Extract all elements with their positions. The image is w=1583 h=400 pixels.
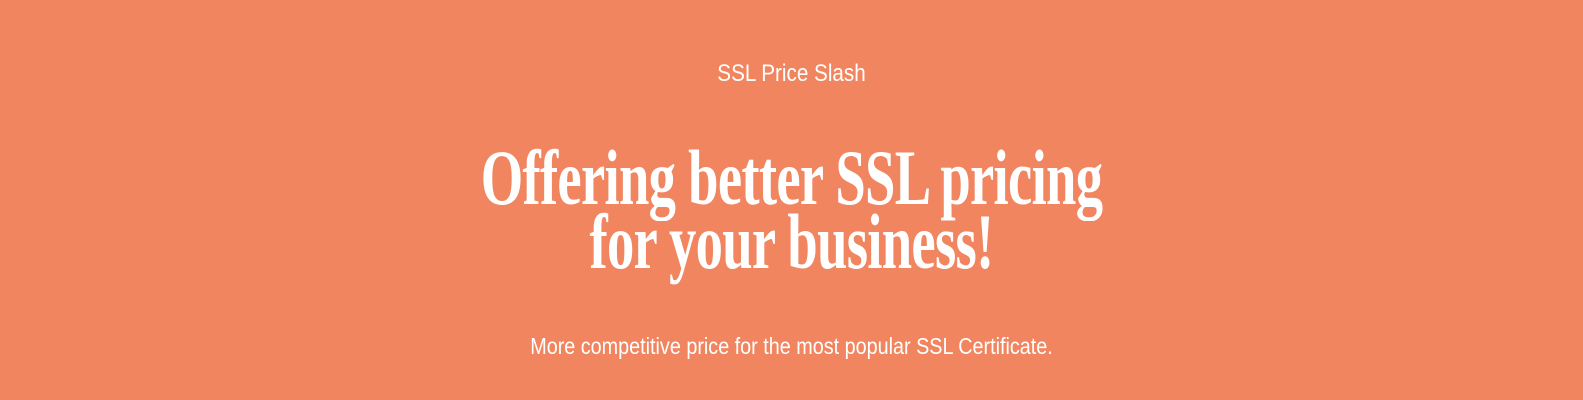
hero-subtitle: More competitive price for the most popu…	[530, 333, 1053, 359]
hero-eyebrow: SSL Price Slash	[717, 60, 866, 87]
hero-headline-line-2: for your business!	[589, 198, 994, 285]
hero-headline-line-1: Offering better SSL pricing	[480, 134, 1103, 221]
